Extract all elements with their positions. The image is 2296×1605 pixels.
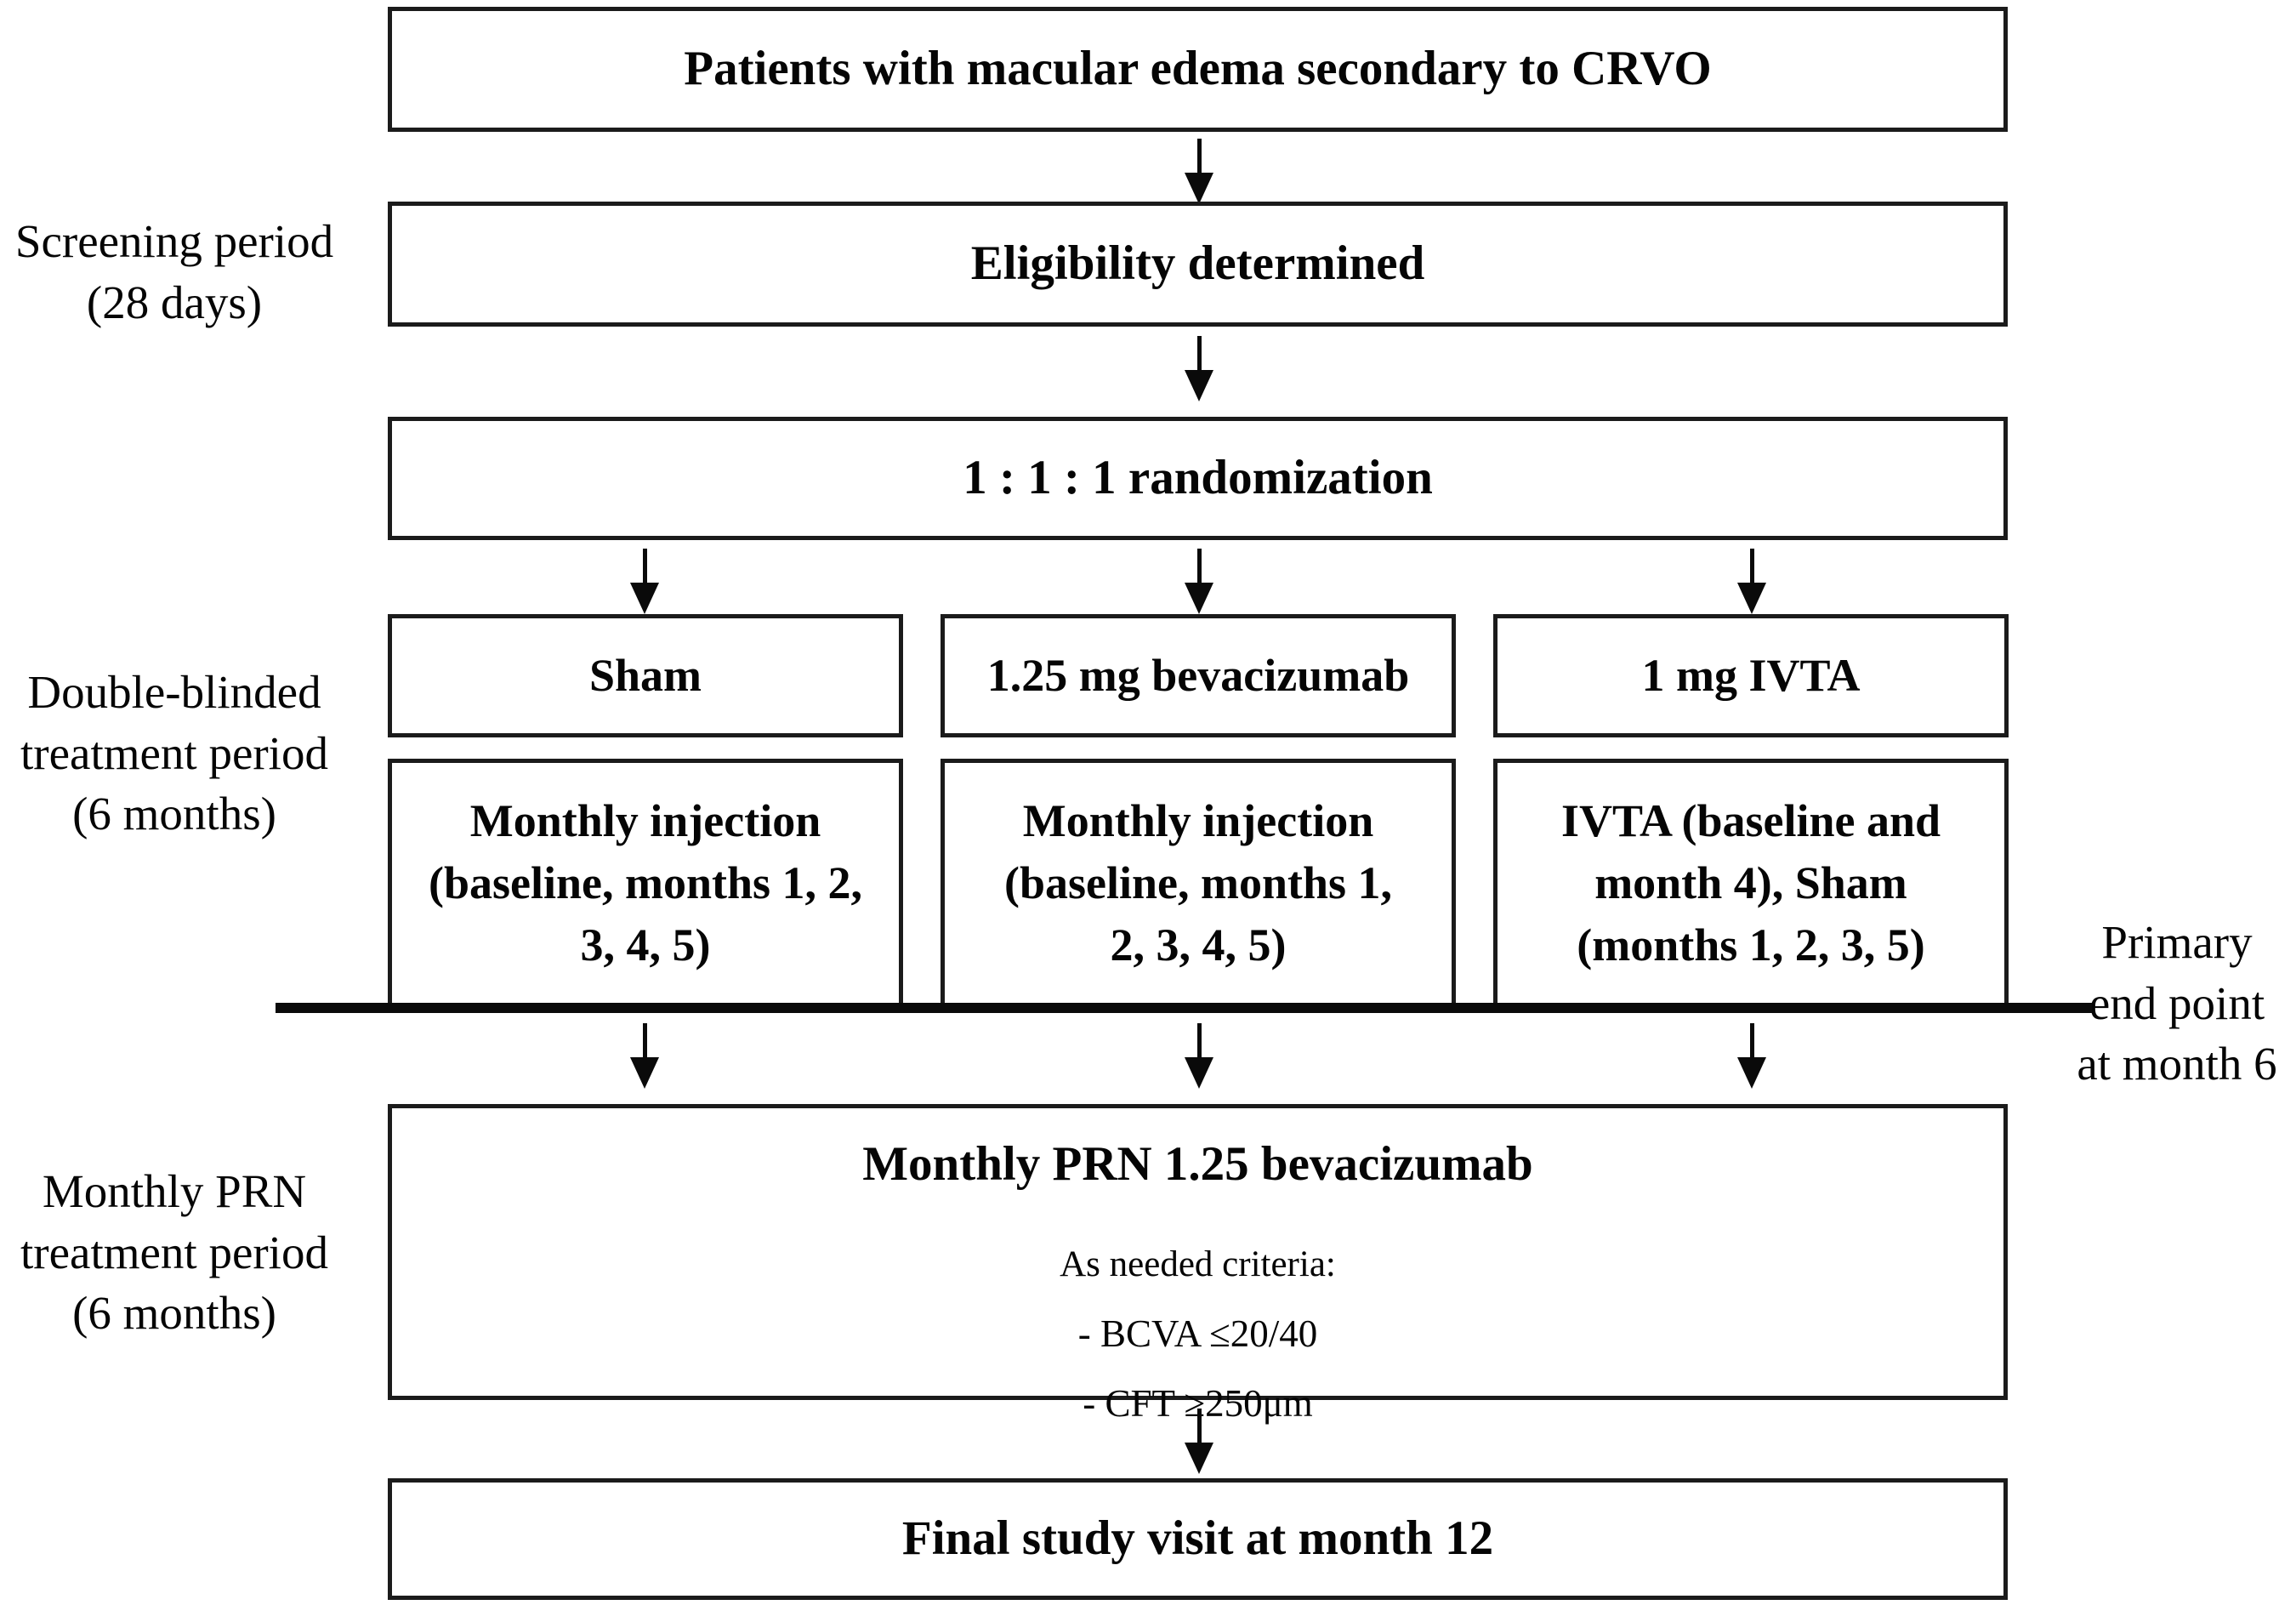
arrow-stem	[1196, 139, 1202, 173]
down-arrow-icon	[1182, 336, 1216, 401]
prn-box: Monthly PRN 1.25 bevacizumab As needed c…	[388, 1104, 2008, 1425]
arrow-stem	[642, 549, 647, 583]
arrow-stem	[1749, 1023, 1754, 1057]
arm-title-bevacizumab: 1.25 mg bevacizumab	[986, 650, 1410, 702]
down-arrow-icon	[1735, 1023, 1769, 1089]
arm-schedule-box-ivta: IVTA (baseline and month 4), Sham (month…	[1493, 759, 2009, 1008]
final-visit-box-label: Final study visit at month 12	[901, 1511, 1494, 1566]
arrow-stem	[1196, 1023, 1202, 1057]
arm-title-box-sham: Sham	[388, 614, 903, 737]
eligibility-box-label: Eligibility determined	[970, 236, 1425, 291]
arrow-stem	[1196, 549, 1202, 583]
patients-box-label: Patients with macular edema secondary to…	[684, 42, 1712, 96]
down-arrow-icon	[1182, 1023, 1216, 1089]
primary-endpoint-label: Primary end point at month 6	[2077, 916, 2277, 1090]
arm-title-ivta: 1 mg IVTA	[1641, 650, 1861, 702]
down-arrow-icon	[628, 549, 662, 614]
eligibility-box: Eligibility determined	[388, 202, 2008, 327]
arm-title-box-bevacizumab: 1.25 mg bevacizumab	[941, 614, 1456, 737]
arrow-head	[1185, 173, 1213, 204]
arrow-stem	[642, 1023, 647, 1057]
prn-box-content: Monthly PRN 1.25 bevacizumab As needed c…	[392, 1135, 2003, 1426]
arm-schedule-box-sham: Monthly injection (baseline, months 1, 2…	[388, 759, 903, 1008]
arrow-stem	[1196, 1409, 1202, 1443]
randomization-box: 1 : 1 : 1 randomization	[388, 417, 2008, 540]
arrow-stem	[1196, 336, 1202, 370]
down-arrow-icon	[628, 1023, 662, 1089]
primary-endpoint-line	[276, 1003, 2092, 1013]
down-arrow-icon	[1182, 139, 1216, 204]
arrow-head	[630, 1057, 659, 1089]
down-arrow-icon	[1735, 549, 1769, 614]
prn-box-title: Monthly PRN 1.25 bevacizumab	[862, 1137, 1533, 1191]
final-visit-box: Final study visit at month 12	[388, 1478, 2008, 1600]
arrow-stem	[1749, 549, 1754, 583]
arrow-head	[1185, 1443, 1213, 1474]
prn-criteria-bcva: - BCVA ≤20/40	[1077, 1312, 1318, 1355]
arrow-head	[1185, 583, 1213, 614]
arm-title-sham: Sham	[588, 650, 702, 702]
double-blinded-period-label: Double-blinded treatment period (6 month…	[20, 666, 328, 839]
arm-schedule-ivta: IVTA (baseline and month 4), Sham (month…	[1560, 795, 1941, 970]
arm-title-box-ivta: 1 mg IVTA	[1493, 614, 2009, 737]
down-arrow-icon	[1182, 549, 1216, 614]
arrow-head	[1185, 370, 1213, 401]
arrow-head	[1737, 583, 1766, 614]
monthly-prn-period-label: Monthly PRN treatment period (6 months)	[20, 1165, 328, 1339]
arm-schedule-bevacizumab: Monthly injection (baseline, months 1, 2…	[1003, 795, 1393, 970]
arm-schedule-sham: Monthly injection (baseline, months 1, 2…	[428, 795, 863, 970]
arrow-head	[1737, 1057, 1766, 1089]
screening-period-label: Screening period (28 days)	[14, 215, 334, 328]
arrow-head	[630, 583, 659, 614]
arm-schedule-box-bevacizumab: Monthly injection (baseline, months 1, 2…	[941, 759, 1456, 1008]
arrow-head	[1185, 1057, 1213, 1089]
down-arrow-icon	[1182, 1409, 1216, 1474]
prn-criteria-heading: As needed criteria:	[1060, 1244, 1336, 1285]
randomization-box-label: 1 : 1 : 1 randomization	[963, 451, 1433, 505]
patients-box: Patients with macular edema secondary to…	[388, 7, 2008, 132]
